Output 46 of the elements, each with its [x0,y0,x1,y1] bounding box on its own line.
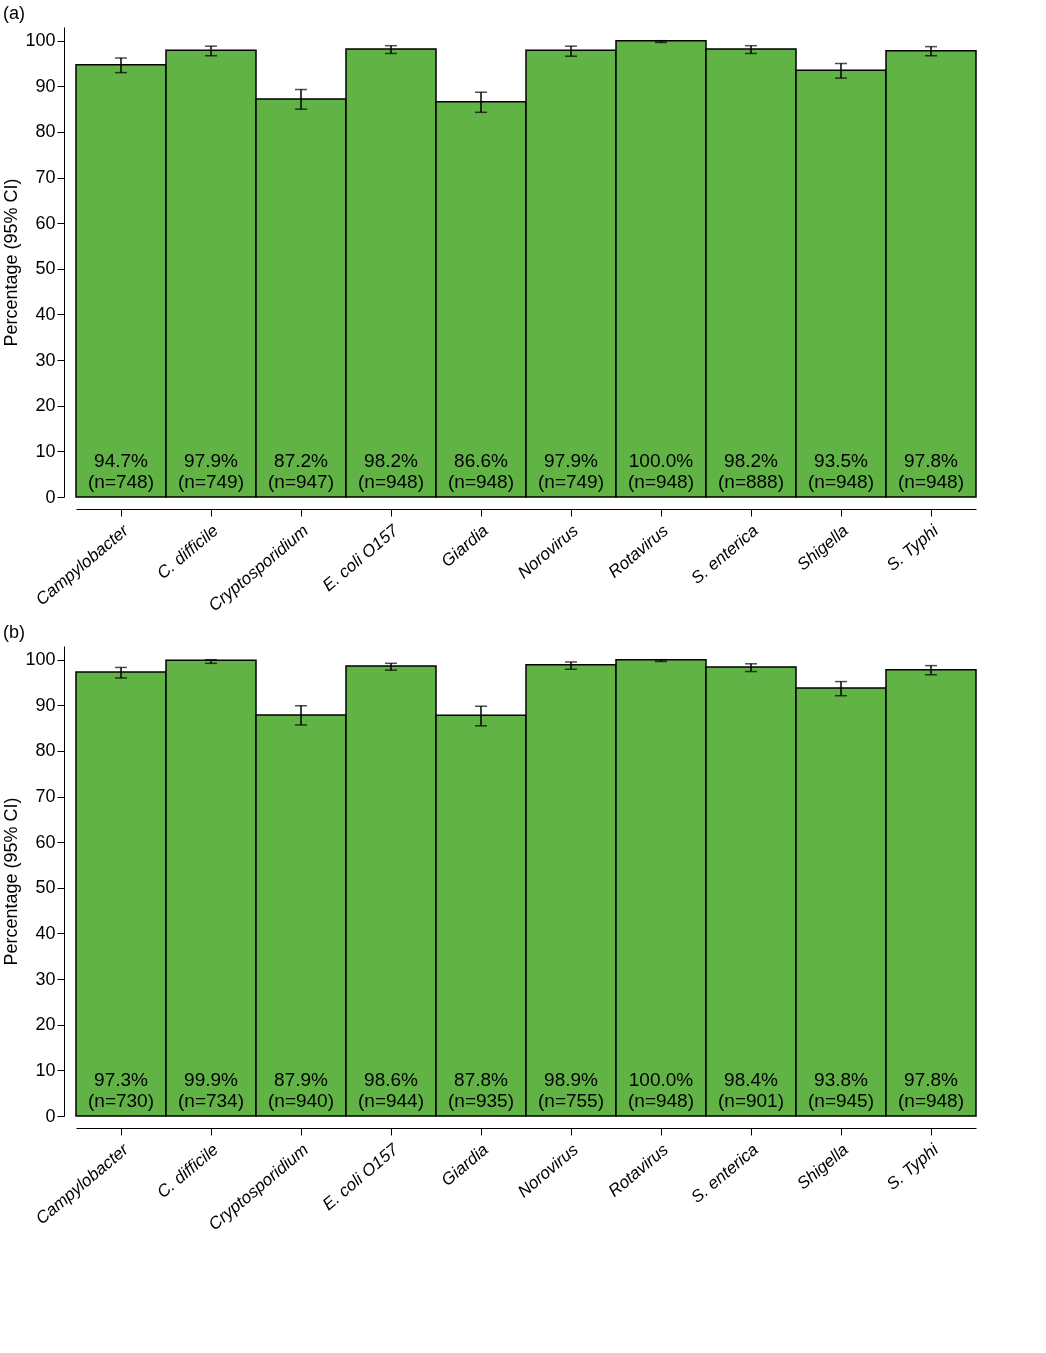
data-label: 98.9% (n=755) [537,1069,605,1111]
y-axis-title: Percentage (95% CI) [1,178,22,347]
y-tick-label: 100 [25,30,56,51]
chart-title: (a) [2,3,25,23]
chart-title: (b) [2,622,25,642]
y-tick-label: 60 [35,212,56,233]
y-tick-label: 50 [35,258,56,279]
y-tick-label: 60 [35,831,56,852]
data-label: 100.0% (n=948) [627,450,695,492]
y-tick-label: 90 [35,75,56,96]
y-tick-label: 20 [35,1014,56,1035]
y-tick-label: 40 [35,303,56,324]
y-tick-label: 90 [35,694,56,715]
y-tick-label: 100 [25,649,56,670]
data-label: 98.2% (n=948) [357,450,425,492]
data-label: 97.8% (n=948) [897,450,965,492]
data-label: 97.9% (n=749) [177,450,245,492]
y-tick-label: 30 [35,968,56,989]
data-label: 99.9% (n=734) [177,1069,245,1111]
data-label: 98.4% (n=901) [717,1069,785,1111]
data-label: 97.3% (n=730) [87,1069,155,1111]
data-label: 98.6% (n=944) [357,1069,425,1111]
y-tick-label: 0 [45,1105,56,1126]
data-label: 87.9% (n=940) [267,1069,335,1111]
y-tick-label: 70 [35,786,56,807]
data-label: 93.5% (n=948) [807,450,875,492]
data-label: 94.7% (n=748) [87,450,155,492]
data-label: 97.8% (n=948) [897,1069,965,1111]
y-tick-label: 0 [45,486,56,507]
data-label: 100.0% (n=948) [627,1069,695,1111]
data-label: 87.2% (n=947) [267,450,335,492]
data-label: 93.8% (n=945) [807,1069,875,1111]
y-tick-label: 80 [35,740,56,761]
y-tick-label: 50 [35,877,56,898]
data-label: 97.9% (n=749) [537,450,605,492]
y-tick-label: 40 [35,922,56,943]
y-tick-label: 80 [35,121,56,142]
y-tick-label: 70 [35,167,56,188]
y-tick-label: 10 [35,1059,56,1080]
data-label: 86.6% (n=948) [447,450,515,492]
data-label: 98.2% (n=888) [717,450,785,492]
data-label: 87.8% (n=935) [447,1069,515,1111]
y-tick-label: 20 [35,395,56,416]
y-axis-title: Percentage (95% CI) [1,797,22,966]
y-tick-label: 10 [35,440,56,461]
y-tick-label: 30 [35,349,56,370]
